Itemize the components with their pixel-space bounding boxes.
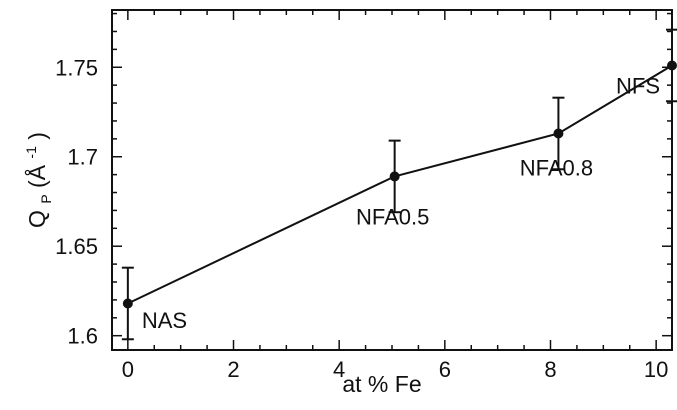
x-tick-label: 10 — [644, 357, 668, 382]
x-axis-title: at % Fe — [342, 371, 421, 397]
svg-text:Q P (Å -1: Q P (Å -1 ) — [15, 132, 56, 228]
y-axis-title-main: Q — [24, 210, 50, 228]
point-label: NFS — [616, 73, 660, 98]
data-point — [122, 298, 133, 309]
y-axis-title: Q P (Å -1 ) — [15, 132, 56, 228]
data-point — [553, 128, 564, 139]
y-axis-title-sup: -1 — [23, 146, 39, 159]
y-axis-title-sub: P — [38, 194, 54, 203]
x-axis-ticks: 0 2 4 6 8 10 — [122, 10, 668, 382]
x-tick-label: 6 — [439, 357, 451, 382]
y-tick-label: 1.65 — [55, 234, 98, 259]
data-series: NAS NFA0.5 NFA0.8 NFS — [121, 28, 677, 341]
y-axis-title-open: (Å — [23, 164, 50, 188]
data-point — [667, 60, 677, 71]
y-tick-label: 1.6 — [67, 324, 98, 349]
x-tick-label: 8 — [544, 357, 556, 382]
point-label: NFA0.5 — [356, 204, 429, 229]
y-tick-label: 1.7 — [67, 145, 98, 170]
data-point — [389, 171, 400, 182]
point-label: NFA0.8 — [520, 155, 593, 180]
y-axis-ticks: 1.6 1.65 1.7 1.75 — [55, 12, 672, 349]
y-axis-title-close: ) — [24, 132, 50, 140]
point-label: NAS — [142, 308, 187, 333]
x-tick-label: 4 — [333, 357, 345, 382]
series-line — [127, 64, 673, 305]
x-tick-label: 2 — [227, 357, 239, 382]
y-tick-label: 1.75 — [55, 55, 98, 80]
x-tick-label: 0 — [122, 357, 134, 382]
